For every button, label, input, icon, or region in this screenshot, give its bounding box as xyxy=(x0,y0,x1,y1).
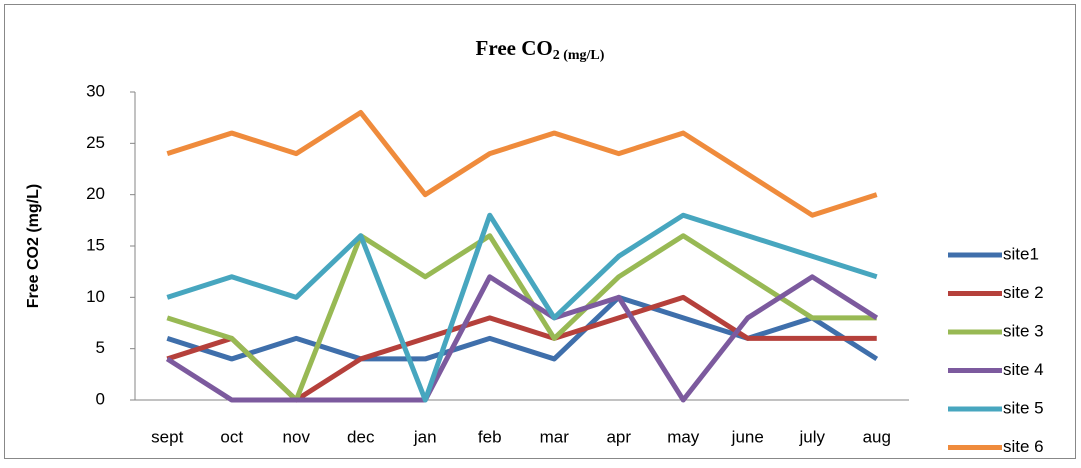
x-tick-label: sept xyxy=(151,427,183,446)
x-tick-label: oct xyxy=(220,427,243,446)
y-tick-label: 15 xyxy=(86,235,105,254)
x-tick-label: jan xyxy=(413,427,437,446)
x-tick-label: feb xyxy=(478,427,502,446)
x-tick-label: dec xyxy=(347,427,375,446)
title-subscript: 2 (mg/L) xyxy=(553,48,605,63)
y-tick-label: 0 xyxy=(96,389,105,408)
x-tick-label: july xyxy=(798,427,825,446)
legend-label: site 6 xyxy=(1003,437,1044,456)
y-axis-label: Free CO2 (mg/L) xyxy=(25,184,42,308)
y-tick-label: 5 xyxy=(96,338,105,357)
chart-title: Free CO2 (mg/L) xyxy=(476,36,605,63)
x-tick-label: may xyxy=(667,427,700,446)
legend-label: site 3 xyxy=(1003,321,1044,340)
y-tick-label: 20 xyxy=(86,184,105,203)
legend-label: site 2 xyxy=(1003,283,1044,302)
y-tick-label: 10 xyxy=(86,287,105,306)
chart-border xyxy=(4,4,1076,459)
x-tick-label: june xyxy=(731,427,764,446)
x-tick-label: aug xyxy=(863,427,891,446)
x-tick-label: apr xyxy=(606,427,631,446)
y-tick-label: 30 xyxy=(86,81,105,100)
series-line xyxy=(166,212,878,403)
x-tick-label: mar xyxy=(540,427,570,446)
legend-label: site 4 xyxy=(1003,360,1044,379)
y-tick-label: 25 xyxy=(86,133,105,152)
title-main: Free CO xyxy=(476,36,553,60)
legend-label: site 5 xyxy=(1003,398,1044,417)
series-line xyxy=(166,294,879,362)
x-tick-label: nov xyxy=(283,427,311,446)
series-line xyxy=(166,233,877,403)
series-line xyxy=(165,274,879,403)
legend-label: site1 xyxy=(1003,244,1039,263)
series-line xyxy=(166,110,878,218)
